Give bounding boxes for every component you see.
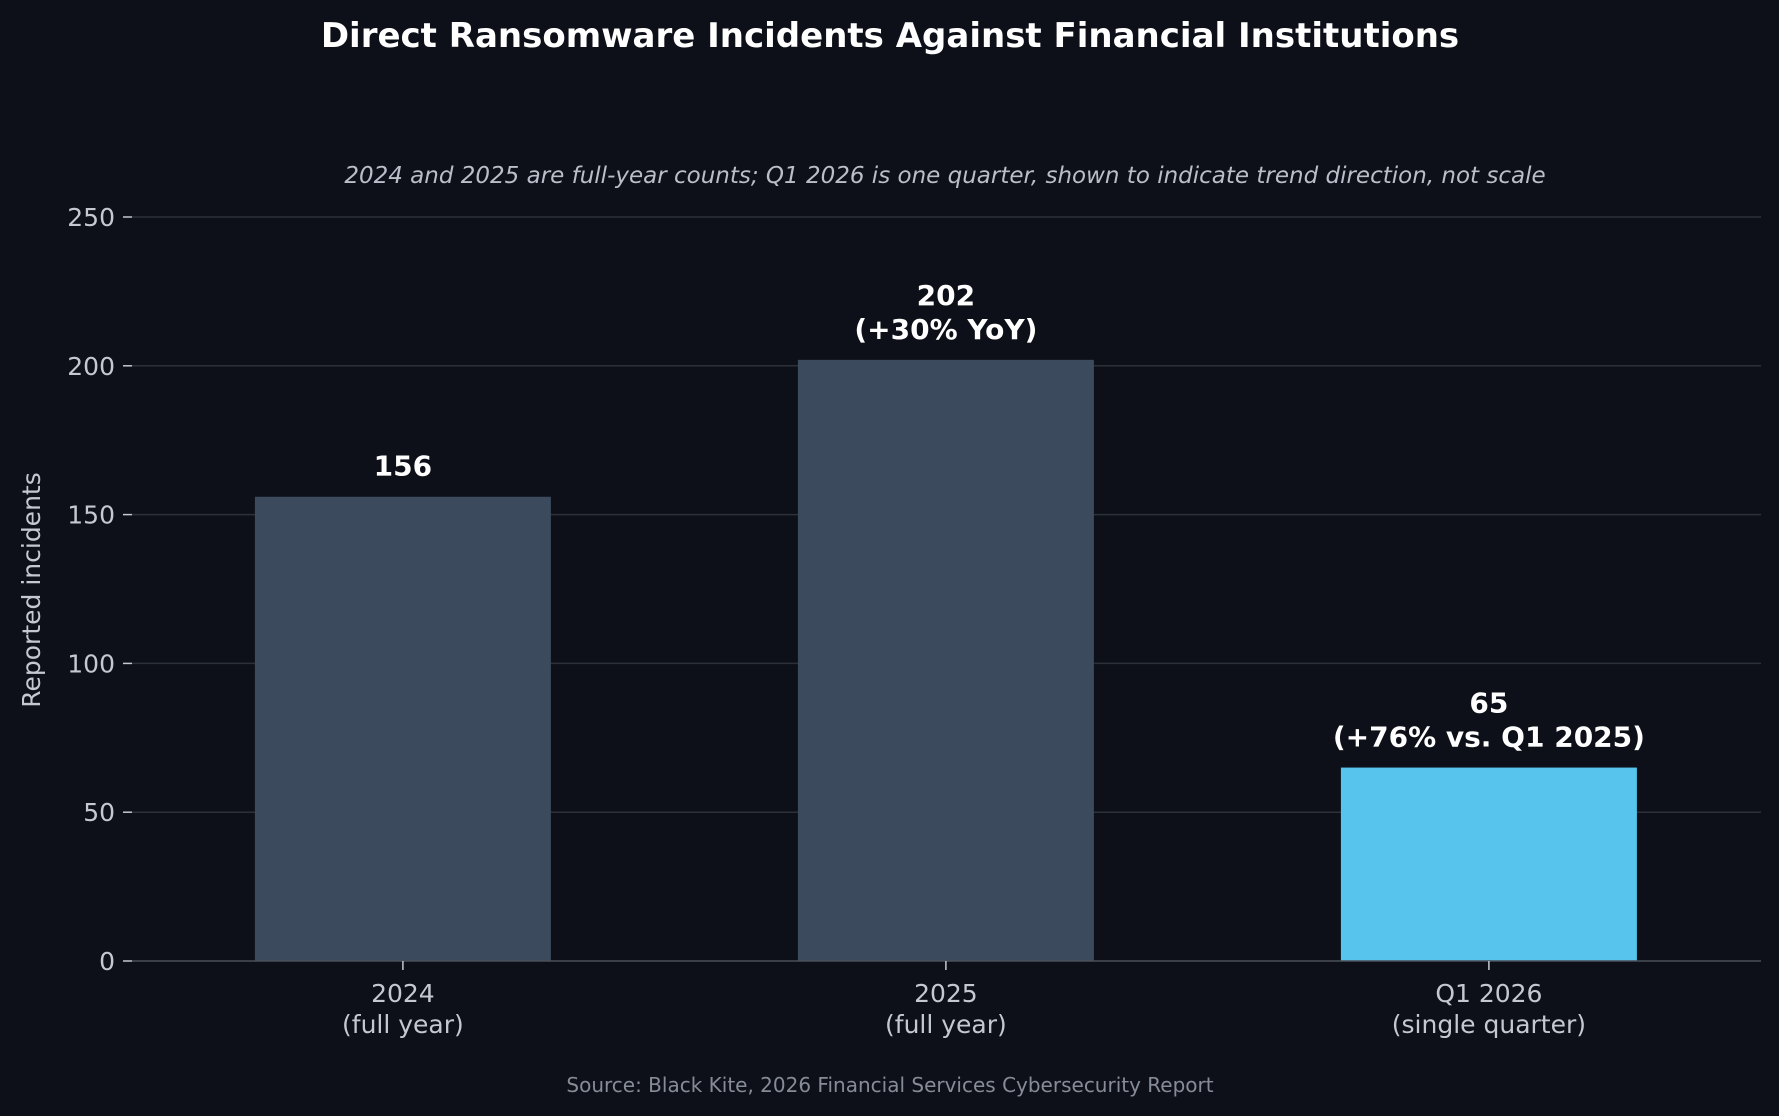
chart-subtitle: 2024 and 2025 are full-year counts; Q1 2…: [344, 163, 1545, 189]
y-tick-label-150: 150: [67, 501, 115, 530]
bar-layer: [254, 359, 1637, 961]
y-tick-label-250: 250: [67, 203, 115, 232]
y-tick-label-200: 200: [67, 352, 115, 381]
source-note: Source: Black Kite, 2026 Financial Servi…: [566, 1073, 1213, 1097]
y-tick-label-0: 0: [99, 947, 115, 976]
bar-0: [254, 496, 551, 961]
y-tick-label-50: 50: [83, 798, 115, 827]
chart-title: Direct Ransomware Incidents Against Fina…: [321, 16, 1459, 56]
axis-layer: 0 50 100 150 200 250 2024 (full year) 2025 (full …: [67, 203, 1761, 1039]
x-tick-label-2: Q1 2026 (single quarter): [1392, 979, 1586, 1039]
bar-1: [797, 359, 1094, 961]
x-tick-label-1: 2025 (full year): [885, 979, 1007, 1039]
label-layer: 156 202 (+30% YoY) 65 (+76% vs. Q1 2025): [374, 279, 1645, 754]
data-label-1: 202 (+30% YoY): [854, 279, 1037, 346]
y-tick-label-100: 100: [67, 649, 115, 678]
data-label-2: 65 (+76% vs. Q1 2025): [1333, 687, 1645, 754]
bar-2: [1340, 767, 1637, 961]
x-tick-label-0: 2024 (full year): [342, 979, 464, 1039]
y-axis-label: Reported incidents: [17, 472, 46, 707]
data-label-0: 156: [374, 450, 432, 483]
